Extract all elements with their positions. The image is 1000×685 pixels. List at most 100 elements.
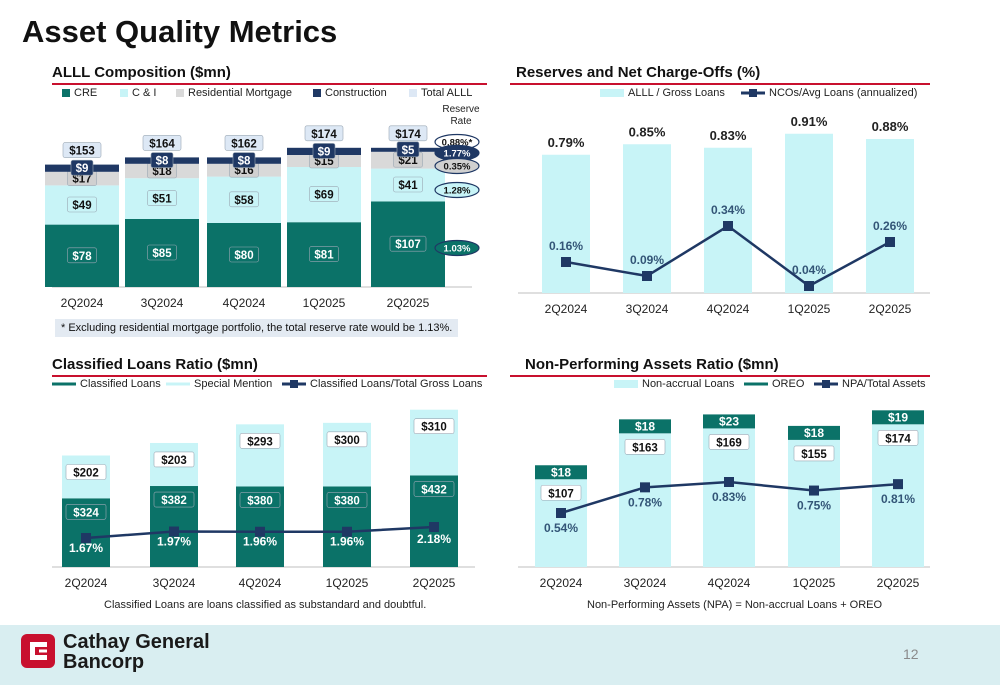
alll-total-4Q2024-box (224, 135, 264, 151)
legend-classified-ratio: Classified Loans/Total Gross Loans (310, 378, 483, 390)
special-mention-label-1Q2025-box (326, 431, 368, 448)
npa-tick-2Q2025: 2Q2025 (877, 576, 920, 590)
non-accrual-label-3Q2024: $163 (632, 442, 658, 454)
legend-total-alll-swatch (409, 89, 417, 97)
alll-label-cre-2Q2025: $107 (395, 239, 421, 251)
alll-label-ci-4Q2024: $58 (234, 195, 254, 207)
npa-tick-2Q2024: 2Q2024 (540, 576, 583, 590)
special-mention-label-3Q2024: $203 (161, 455, 187, 467)
legend-residential-mortgage: Residential Mortgage (188, 87, 292, 99)
charts-canvas: CRE C & I Residential Mortgage Construction… (45, 87, 930, 590)
npa-ratio-label-1Q2025: 0.75% (797, 499, 831, 513)
alll-label-ci-2Q2025: $41 (398, 180, 418, 192)
reserves-tick-1Q2025: 1Q2025 (788, 302, 831, 316)
alll-label-cre-3Q2024-box (147, 244, 177, 261)
reserves-bar-2Q2024 (542, 154, 590, 293)
alll-label-construction-1Q2025: $9 (318, 146, 331, 158)
classified-label-2Q2025-box (413, 481, 455, 497)
reserves-bar-3Q2024 (623, 144, 671, 293)
special-mention-label-4Q2024-box (239, 433, 281, 449)
alll-label-construction-3Q2024-box (150, 152, 174, 168)
non-accrual-label-2Q2024: $107 (548, 488, 574, 500)
alll-label-resmort-4Q2024: $16 (234, 165, 253, 177)
classified-ratio-marker-3Q2024 (169, 526, 179, 537)
classified-label-2Q2024-box (65, 504, 107, 520)
alll-tick-4Q2024: 4Q2024 (223, 296, 266, 310)
classified-label-4Q2024-box (239, 492, 281, 508)
alll-label-resmort-2Q2025: $21 (398, 155, 418, 167)
reserves-tick-4Q2024: 4Q2024 (707, 302, 750, 316)
non-accrual-bar-3Q2024 (619, 433, 671, 567)
legend-c-i: C & I (132, 87, 156, 99)
npa-ratio-marker-3Q2024 (640, 482, 650, 493)
alll-label-construction-2Q2025-box (396, 141, 420, 158)
npa-chart-title: Non-Performing Assets Ratio ($mn) (525, 356, 779, 373)
special-mention-label-3Q2024-box (153, 451, 195, 468)
classified-label-4Q2024: $380 (247, 495, 273, 507)
non-accrual-bar-2Q2025 (872, 424, 924, 567)
alll-total-3Q2024-box (142, 135, 182, 151)
reserves-bar-label-2Q2024: 0.79% (548, 135, 585, 150)
non-accrual-label-2Q2025-box (877, 430, 919, 446)
npa-ratio-label-2Q2024: 0.54% (544, 521, 578, 535)
alll-label-ci-1Q2025-box (309, 186, 339, 202)
oreo-label-2Q2025: $19 (888, 410, 908, 424)
alll-label-construction-2Q2024: $9 (76, 163, 89, 175)
npa-ratio-marker-2Q2025 (893, 479, 903, 490)
npa-ratio-label-3Q2024: 0.78% (628, 495, 662, 509)
alll-label-cre-1Q2025: $81 (314, 250, 334, 262)
ncos-marker-2Q2024 (561, 257, 571, 267)
reserve-rate-header: Reserve (442, 104, 480, 115)
alll-total-2Q2024-box (62, 142, 102, 158)
alll-label-cre-2Q2024-box (67, 247, 97, 264)
alll-total-2Q2025-box (388, 125, 428, 142)
non-accrual-label-2Q2024-box (540, 484, 582, 501)
legend-alll-gross-loans: ALLL / Gross Loans (628, 87, 725, 99)
reserves-bar-label-3Q2024: 0.85% (629, 124, 666, 139)
reserve-rate-oval-4 (434, 239, 480, 257)
ncos-marker-2Q2025 (885, 237, 895, 247)
ncos-marker-3Q2024 (642, 271, 652, 281)
ncos-marker-4Q2024 (723, 221, 733, 231)
page-title: Asset Quality Metrics (22, 14, 338, 49)
classified-label-1Q2025-box (326, 492, 368, 508)
alll-label-cre-1Q2025-box (309, 246, 339, 262)
classified-ratio-label-2Q2025: 2.18% (417, 532, 451, 546)
legend-construction-swatch (313, 89, 321, 97)
reserves-bar-label-1Q2025: 0.91% (791, 114, 828, 129)
reserves-tick-2Q2025: 2Q2025 (869, 302, 912, 316)
alll-total-2Q2025: $174 (395, 129, 421, 141)
ncos-marker-1Q2025 (804, 281, 814, 291)
alll-total-4Q2024: $162 (231, 138, 257, 150)
oreo-bar-2Q2025 (872, 410, 924, 425)
footer-band (0, 625, 1000, 685)
special-mention-label-2Q2025-box (413, 418, 455, 434)
alll-label-cre-2Q2024: $78 (72, 251, 92, 263)
classified-ratio-marker-1Q2025 (342, 526, 352, 537)
reserve-rate-4: 1.03% (444, 244, 471, 255)
alll-total-2Q2024: $153 (69, 146, 95, 158)
ncos-label-3Q2024: 0.09% (630, 253, 664, 267)
non-accrual-label-2Q2025: $174 (885, 433, 911, 445)
classified-ratio-label-1Q2025: 1.96% (330, 535, 364, 549)
alll-label-ci-2Q2024: $49 (72, 200, 91, 212)
alll-label-ci-4Q2024-box (229, 191, 259, 208)
alll-label-ci-3Q2024: $51 (152, 194, 172, 206)
classified-ratio-label-4Q2024: 1.96% (243, 535, 277, 549)
special-mention-label-4Q2024: $293 (247, 436, 273, 448)
classified-note: Classified Loans are loans classified as… (104, 599, 427, 611)
legend-non-accrual-loans-swatch (614, 380, 638, 388)
company-name-line2: Bancorp (63, 651, 145, 673)
alll-label-ci-3Q2024-box (147, 190, 177, 206)
oreo-bar-2Q2024 (535, 465, 587, 480)
oreo-label-4Q2024: $23 (719, 414, 739, 428)
legend-total-alll: Total ALLL (421, 87, 472, 99)
legend-cre-swatch (62, 89, 70, 97)
legend-alll-gross-loans-swatch (600, 89, 624, 97)
npa-tick-1Q2025: 1Q2025 (793, 576, 836, 590)
legend-npa-total-assets-marker (822, 380, 830, 388)
npa-ratio-marker-4Q2024 (724, 477, 734, 487)
reserve-rate-3: 1.28% (444, 186, 471, 197)
alll-chart-title: ALLL Composition ($mn) (52, 64, 231, 81)
classified-label-3Q2024: $382 (161, 495, 187, 507)
